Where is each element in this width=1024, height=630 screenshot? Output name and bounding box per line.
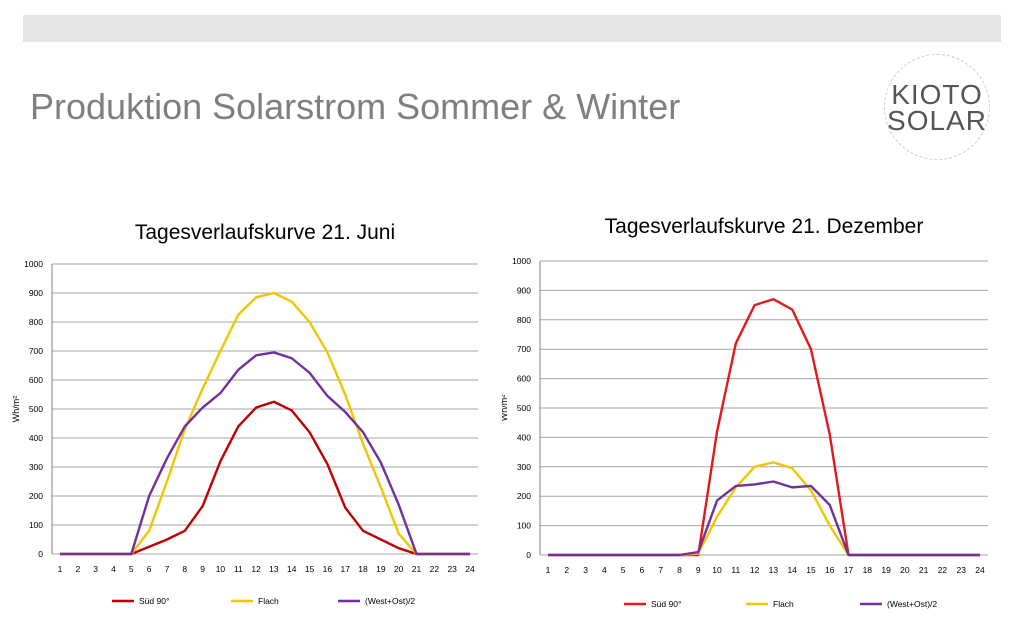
- x-tick-label: 16: [825, 565, 835, 575]
- y-tick-label: 1000: [512, 256, 531, 266]
- y-tick-label: 400: [517, 432, 531, 442]
- y-tick-label: 900: [517, 285, 531, 295]
- y-tick-label: 500: [29, 404, 43, 414]
- logo-text-line1: KIOTO: [891, 79, 983, 110]
- x-tick-label: 4: [602, 565, 607, 575]
- x-tick-label: 20: [900, 565, 910, 575]
- chart-title: Tagesverlaufskurve 21. Juni: [135, 221, 395, 244]
- x-tick-label: 5: [621, 565, 626, 575]
- x-tick-label: 13: [769, 565, 779, 575]
- x-tick-label: 8: [677, 565, 682, 575]
- series-line-2: [548, 461, 980, 557]
- x-tick-label: 7: [165, 564, 170, 574]
- x-tick-label: 20: [394, 564, 404, 574]
- chart-winter: Tagesverlaufskurve 21. Dezember 0 100 200 30…: [502, 215, 988, 609]
- x-tick-label: 22: [430, 564, 440, 574]
- x-tick-label: 23: [447, 564, 457, 574]
- y-tick-label: 0: [526, 550, 531, 560]
- legend-label-3: (West+Ost)/2: [365, 596, 415, 606]
- y-tick-label: 200: [29, 491, 43, 501]
- x-tick-label: 22: [938, 565, 948, 575]
- x-tick-label: 9: [696, 565, 701, 575]
- x-tick-label: 1: [546, 565, 551, 575]
- x-tick-label: 23: [956, 565, 966, 575]
- x-tick-label: 17: [844, 565, 854, 575]
- x-tick-label: 24: [465, 564, 475, 574]
- x-tick-label: 18: [863, 565, 873, 575]
- top-banner: [23, 15, 1001, 42]
- x-tick-label: 12: [750, 565, 760, 575]
- y-tick-label: 1000: [24, 259, 43, 269]
- legend-label-2: Flach: [258, 596, 279, 606]
- x-tick-label: 17: [340, 564, 350, 574]
- y-tick-label: 200: [517, 491, 531, 501]
- kioto-solar-logo: KIOTO SOLAR: [884, 54, 990, 160]
- y-tick-label: 400: [29, 433, 43, 443]
- x-tick-label: 1: [58, 564, 63, 574]
- x-tick-label: 15: [806, 565, 816, 575]
- logo-text-line2: SOLAR: [887, 105, 987, 136]
- y-tick-label: 300: [517, 462, 531, 472]
- y-axis-label: Wh/m²: [11, 396, 21, 423]
- x-tick-label: 24: [975, 565, 985, 575]
- legend-label-1: Süd 90°: [651, 599, 681, 609]
- y-tick-label: 100: [29, 520, 43, 530]
- x-tick-label: 10: [712, 565, 722, 575]
- series-line-3: [548, 480, 980, 557]
- x-tick-label: 2: [564, 565, 569, 575]
- chart-title: Tagesverlaufskurve 21. Dezember: [605, 215, 924, 238]
- x-tick-label: 9: [200, 564, 205, 574]
- series-line-1: [548, 298, 980, 557]
- slide-title: Produktion Solarstrom Sommer & Winter: [30, 86, 681, 127]
- x-tick-label: 6: [147, 564, 152, 574]
- x-tick-label: 6: [640, 565, 645, 575]
- y-tick-label: 700: [29, 346, 43, 356]
- y-tick-label: 100: [517, 521, 531, 531]
- series-line-3: [60, 351, 470, 556]
- x-tick-label: 21: [919, 565, 929, 575]
- legend-label-3: (West+Ost)/2: [887, 599, 937, 609]
- x-tick-label: 19: [881, 565, 891, 575]
- x-tick-label: 18: [358, 564, 368, 574]
- y-tick-label: 300: [29, 462, 43, 472]
- legend-label-1: Süd 90°: [139, 596, 169, 606]
- y-tick-label: 500: [517, 403, 531, 413]
- x-tick-label: 12: [251, 564, 261, 574]
- x-tick-label: 14: [787, 565, 797, 575]
- x-tick-label: 11: [234, 564, 243, 574]
- x-tick-label: 11: [731, 565, 740, 575]
- x-tick-label: 3: [93, 564, 98, 574]
- y-tick-label: 800: [517, 315, 531, 325]
- x-tick-label: 21: [412, 564, 422, 574]
- x-tick-label: 5: [129, 564, 134, 574]
- x-tick-label: 16: [323, 564, 333, 574]
- x-tick-label: 8: [182, 564, 187, 574]
- y-tick-label: 0: [38, 549, 43, 559]
- x-tick-label: 15: [305, 564, 315, 574]
- x-tick-label: 2: [75, 564, 80, 574]
- y-axis-label: Wh/m²: [502, 395, 509, 422]
- series-line-2: [60, 291, 470, 556]
- x-tick-label: 7: [658, 565, 663, 575]
- x-tick-label: 13: [269, 564, 279, 574]
- x-tick-label: 14: [287, 564, 297, 574]
- x-tick-label: 3: [583, 565, 588, 575]
- y-tick-label: 900: [29, 288, 43, 298]
- x-tick-label: 4: [111, 564, 116, 574]
- legend-label-2: Flach: [773, 599, 794, 609]
- x-tick-label: 19: [376, 564, 386, 574]
- chart-summer: Tagesverlaufskurve 21. Juni 0 100 200 300 400…: [11, 221, 478, 606]
- y-tick-label: 800: [29, 317, 43, 327]
- y-tick-label: 600: [517, 374, 531, 384]
- y-tick-label: 700: [517, 344, 531, 354]
- x-tick-label: 10: [216, 564, 226, 574]
- y-tick-label: 600: [29, 375, 43, 385]
